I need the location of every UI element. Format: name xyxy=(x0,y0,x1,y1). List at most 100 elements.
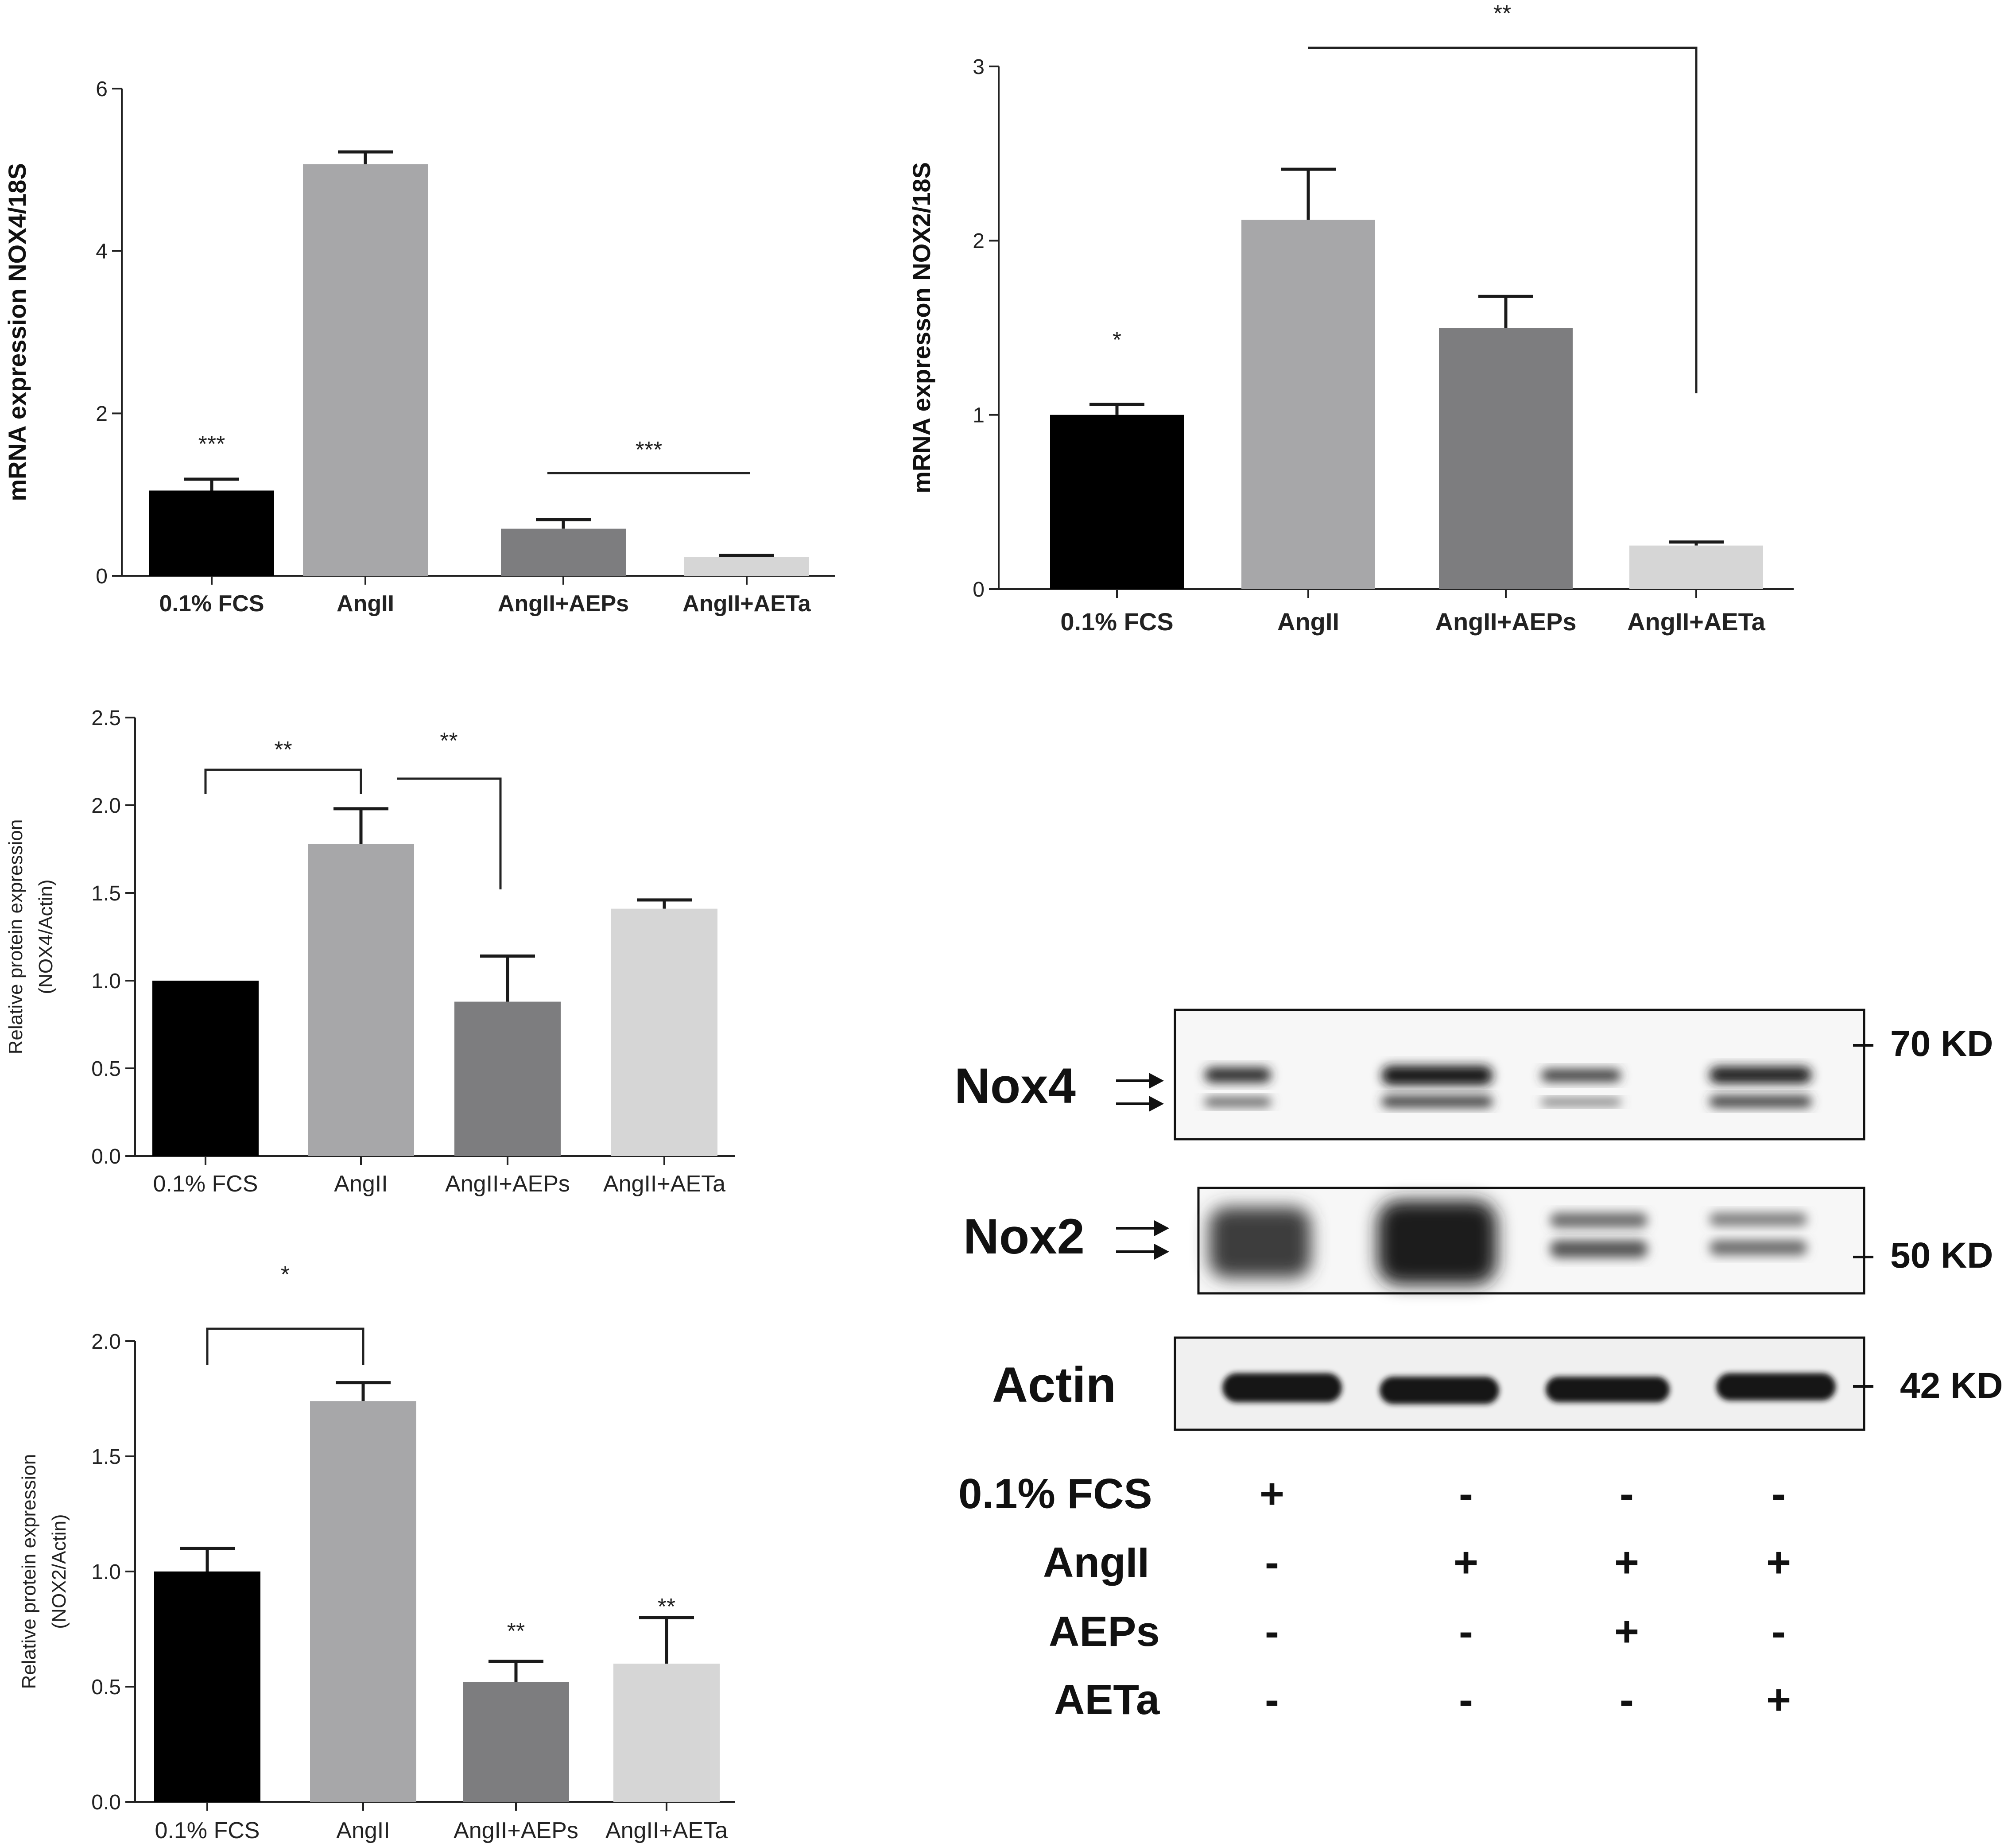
significance-stars: ** xyxy=(1493,1,1511,27)
nox4-upper-arrow-icon xyxy=(1116,1073,1164,1089)
treatment-label-aeps: AEPs xyxy=(1049,1608,1160,1655)
treatment-sign: + xyxy=(1454,1539,1478,1586)
x-tick-label: 0.1% FCS xyxy=(159,591,264,617)
nox2-label: Nox2 xyxy=(963,1209,1085,1264)
nox2-bands xyxy=(1209,1200,1807,1284)
x-tick-label: AngII+AEPs xyxy=(454,1818,578,1843)
marker-42kd: 42 KD xyxy=(1900,1366,2003,1406)
actin-band-lane4 xyxy=(1716,1373,1836,1401)
nox4-band-lower-lane3 xyxy=(1541,1098,1621,1106)
treatment-sign: - xyxy=(1459,1470,1473,1517)
treatment-sign: - xyxy=(1265,1676,1279,1723)
x-tick-label: AngII+AEPs xyxy=(1435,608,1577,636)
significance-annotation: ** xyxy=(204,737,362,794)
x-tick-label: AngII xyxy=(334,1171,388,1197)
y-tick-label: 6 xyxy=(96,78,108,101)
bar xyxy=(1241,220,1375,590)
significance-annotation: *** xyxy=(547,437,750,474)
nox4-band-upper-lane4 xyxy=(1710,1067,1811,1083)
significance-annotation: ** xyxy=(1308,1,1698,393)
actin-band-lane2 xyxy=(1380,1377,1499,1404)
nox4-band-lower-lane4 xyxy=(1710,1096,1811,1107)
y-tick-label: 2 xyxy=(96,402,108,426)
significance-stars: *** xyxy=(636,437,663,463)
y-tick-label: 1 xyxy=(973,404,985,427)
significance-bracket xyxy=(1308,47,1698,393)
marker-50kd: 50 KD xyxy=(1890,1235,1993,1276)
x-tick-label: AngII+AETa xyxy=(1627,608,1766,636)
nox2-band-upper-lane3 xyxy=(1550,1213,1648,1228)
treatment-sign: - xyxy=(1459,1676,1473,1723)
nox4-band-lower-lane2 xyxy=(1382,1096,1493,1107)
y-tick-label: 1.5 xyxy=(91,1445,121,1469)
chart-1: 0 2 4 6 0.1% FCS AngII AngII+AEPs AngII+AETa mRN… xyxy=(3,78,835,617)
significance-annotation: * xyxy=(1113,327,1121,353)
bar xyxy=(154,1572,260,1802)
x-tick-label: 0.1% FCS xyxy=(153,1171,258,1197)
significance-stars: * xyxy=(281,1262,290,1288)
significance-stars: ** xyxy=(658,1594,675,1620)
bar xyxy=(501,528,626,576)
bar xyxy=(1629,545,1763,589)
y-tick-label: 2.0 xyxy=(91,794,121,818)
bar xyxy=(684,557,809,576)
chart-3: 0.0 0.5 1.0 1.5 2.0 2.5 0.1% FCS AngII AngII+AEP… xyxy=(5,706,735,1197)
y-axis-label: Relative protein expression xyxy=(18,1454,40,1689)
bar xyxy=(149,490,274,576)
nox4-bands xyxy=(1205,1066,1811,1107)
western-blot: Nox4 Nox2 Actin 70 KD 50 KD 42 KD 0.1% F… xyxy=(954,1009,2003,1723)
significance-annotation: ** xyxy=(658,1594,675,1620)
nox4-label: Nox4 xyxy=(954,1058,1076,1114)
nox4-band-upper-lane3 xyxy=(1541,1069,1621,1082)
actin-band-lane1 xyxy=(1222,1373,1342,1402)
treatment-sign: - xyxy=(1620,1470,1634,1517)
y-tick-label: 0.0 xyxy=(91,1791,121,1814)
significance-stars: ** xyxy=(274,737,292,763)
y-tick-label: 0.5 xyxy=(91,1057,121,1081)
band-arrows xyxy=(1116,1073,1169,1260)
significance-annotation: ** xyxy=(397,728,502,889)
treatment-sign: - xyxy=(1620,1676,1634,1723)
treatment-sign: + xyxy=(1260,1470,1284,1517)
x-tick-label: AngII+AEPs xyxy=(498,591,629,617)
significance-bracket xyxy=(397,777,502,889)
bar xyxy=(613,1664,720,1802)
nox2-band-upper-lane4 xyxy=(1710,1213,1807,1226)
treatment-label-fcs: 0.1% FCS xyxy=(958,1470,1152,1517)
y-axis-label: mRNA expression NOX4/18S xyxy=(3,163,31,501)
y-axis-label: Relative protein expression xyxy=(5,819,27,1055)
treatment-signs: + - - - - + + + - - + - - - - + xyxy=(1260,1470,1791,1723)
nox4-band-lower-lane1 xyxy=(1205,1098,1271,1106)
x-tick-label: AngII xyxy=(336,1818,390,1843)
actin-band-lane3 xyxy=(1546,1377,1670,1402)
nox2-band-lower-lane3 xyxy=(1550,1240,1648,1258)
y-tick-label: 0 xyxy=(973,578,985,601)
bar xyxy=(454,1001,561,1156)
x-tick-label: AngII+AETa xyxy=(605,1818,728,1843)
significance-stars: ** xyxy=(440,728,457,754)
bar xyxy=(1439,328,1573,589)
significance-bracket xyxy=(204,768,362,794)
x-tick-label: AngII+AEPs xyxy=(445,1171,570,1197)
nox4-band-upper-lane1 xyxy=(1205,1067,1271,1083)
bar xyxy=(303,164,428,576)
treatment-sign: - xyxy=(1265,1608,1279,1655)
treatment-label-angii: AngII xyxy=(1043,1539,1149,1586)
x-tick-label: AngII+AETa xyxy=(603,1171,725,1197)
marker-ticks xyxy=(1853,1044,1873,1388)
x-tick-label: AngII+AETa xyxy=(682,591,811,617)
treatment-sign: + xyxy=(1614,1608,1639,1655)
y-tick-label: 4 xyxy=(96,240,108,263)
treatment-sign: - xyxy=(1265,1539,1279,1586)
significance-bracket xyxy=(206,1327,364,1365)
bar xyxy=(463,1682,569,1802)
nox2-lower-arrow-icon xyxy=(1116,1244,1169,1260)
significance-stars: ** xyxy=(507,1618,525,1644)
y-tick-label: 3 xyxy=(973,55,985,79)
bar xyxy=(152,981,259,1156)
treatment-label-aeta: AETa xyxy=(1054,1676,1160,1723)
chart-4: 0.0 0.5 1.0 1.5 2.0 0.1% FCS AngII AngII+AEPs An… xyxy=(18,1262,735,1843)
y-tick-label: 2 xyxy=(973,229,985,253)
treatment-sign: - xyxy=(1772,1470,1786,1517)
